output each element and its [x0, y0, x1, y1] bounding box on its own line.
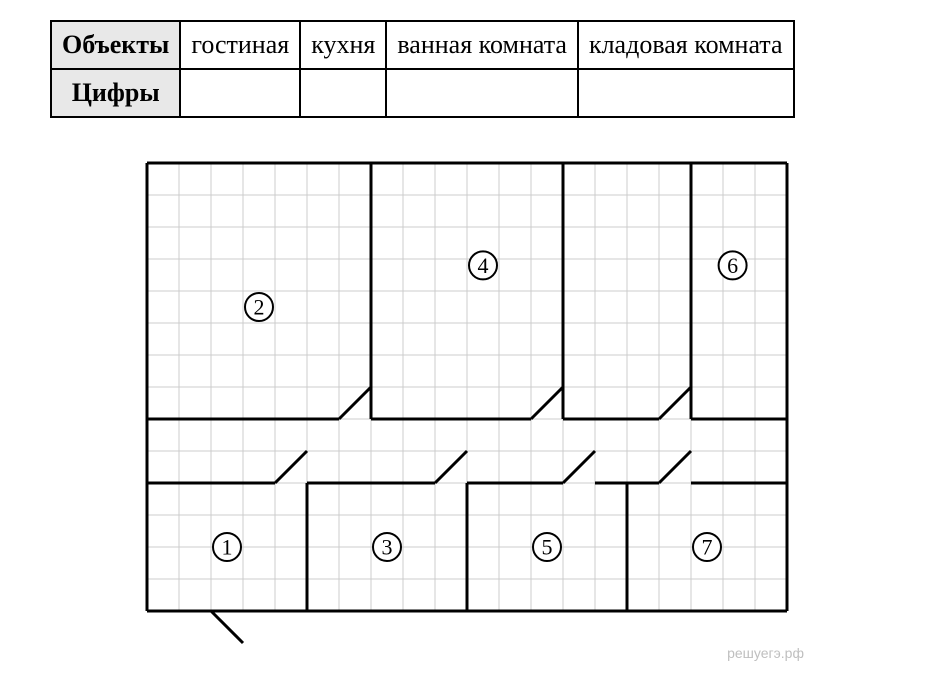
row-label-digits: Цифры [51, 69, 180, 117]
cell-kitchen-value[interactable] [300, 69, 386, 117]
door [211, 611, 243, 643]
col-bathroom: ванная комната [386, 21, 578, 69]
row-label-objects: Объекты [51, 21, 180, 69]
objects-table: Объекты гостиная кухня ванная комната кл… [50, 20, 795, 118]
col-living-room: гостиная [180, 21, 300, 69]
room-label-number: 2 [254, 295, 265, 320]
room-label-number: 5 [542, 535, 553, 560]
door [339, 387, 371, 419]
cell-storage-value[interactable] [578, 69, 794, 117]
door [563, 451, 595, 483]
watermark: решуегэ.рф [727, 645, 804, 661]
room-label-number: 1 [222, 535, 233, 560]
door [531, 387, 563, 419]
col-kitchen: кухня [300, 21, 386, 69]
room-label-number: 3 [382, 535, 393, 560]
door [435, 451, 467, 483]
floorplan-diagram: 1 2 3 4 5 6 7 [97, 158, 837, 658]
room-label-number: 4 [478, 253, 489, 278]
room-label-number: 7 [702, 535, 713, 560]
door [659, 451, 691, 483]
cell-bathroom-value[interactable] [386, 69, 578, 117]
col-storage: кладовая комната [578, 21, 794, 69]
door [659, 387, 691, 419]
door [275, 451, 307, 483]
cell-living-room-value[interactable] [180, 69, 300, 117]
room-label-number: 6 [727, 253, 738, 278]
